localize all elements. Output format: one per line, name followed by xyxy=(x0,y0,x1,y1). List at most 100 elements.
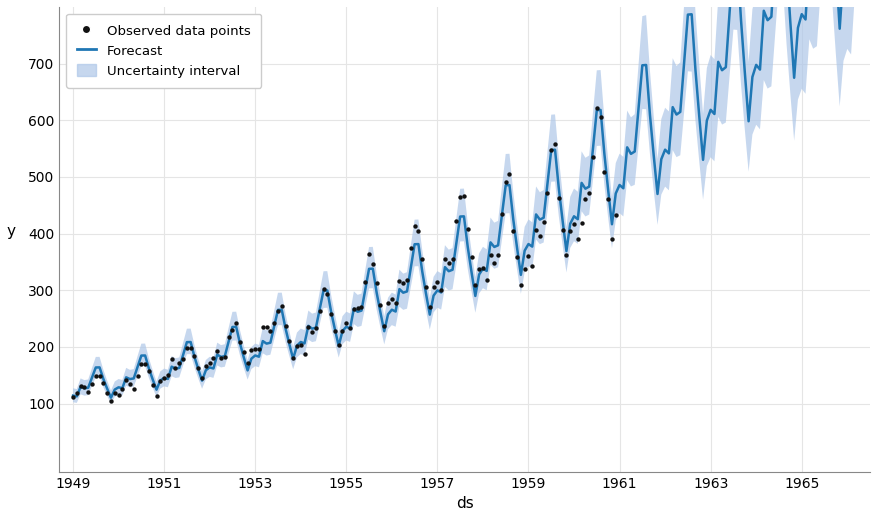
Point xyxy=(286,354,300,363)
Point xyxy=(183,343,197,352)
Point xyxy=(275,302,289,310)
Point xyxy=(385,295,399,304)
Point xyxy=(537,218,551,226)
Point xyxy=(389,299,403,308)
Point xyxy=(483,251,497,260)
Point xyxy=(82,387,96,396)
Point xyxy=(499,178,513,186)
Point xyxy=(574,219,588,227)
Point xyxy=(488,259,502,267)
Point xyxy=(317,285,331,293)
Point xyxy=(381,298,395,307)
Point xyxy=(571,235,585,243)
Point xyxy=(191,364,205,372)
Point xyxy=(339,319,353,327)
Point xyxy=(495,210,509,218)
Point xyxy=(332,341,346,350)
Point xyxy=(522,252,536,261)
X-axis label: ds: ds xyxy=(456,496,474,511)
Point xyxy=(460,225,474,233)
Point xyxy=(601,195,615,203)
Point xyxy=(309,324,323,332)
Point xyxy=(195,373,209,382)
Point xyxy=(225,326,239,334)
Point xyxy=(157,374,171,382)
Point xyxy=(165,355,179,364)
Point xyxy=(442,259,456,267)
Point xyxy=(594,113,608,121)
Point xyxy=(556,225,570,234)
Point xyxy=(282,337,296,345)
Point xyxy=(237,348,251,356)
Point xyxy=(419,283,433,291)
Point xyxy=(374,301,388,309)
Point xyxy=(343,324,357,333)
Point xyxy=(305,327,319,336)
Point xyxy=(134,360,148,368)
Point xyxy=(116,385,130,393)
Point xyxy=(369,279,383,287)
Point xyxy=(297,350,311,358)
Point xyxy=(328,326,342,335)
Point xyxy=(525,262,539,270)
Point xyxy=(336,326,350,335)
Point xyxy=(77,383,91,391)
Point xyxy=(423,303,437,311)
Point xyxy=(597,168,611,177)
Point xyxy=(411,227,425,235)
Point xyxy=(108,390,122,398)
Point xyxy=(222,333,236,341)
Point xyxy=(377,322,391,330)
Point xyxy=(609,211,623,220)
Point xyxy=(347,305,361,313)
Point xyxy=(415,255,429,263)
Point xyxy=(354,303,368,311)
Point xyxy=(358,278,372,286)
Point xyxy=(480,276,494,284)
Point xyxy=(408,222,422,231)
Point xyxy=(66,393,80,401)
Point xyxy=(203,359,217,368)
Point xyxy=(188,352,202,360)
Point xyxy=(131,372,145,380)
Point xyxy=(111,391,125,399)
Point xyxy=(545,146,559,154)
Point xyxy=(510,253,524,261)
Point xyxy=(290,342,304,351)
Point xyxy=(217,352,232,361)
Point xyxy=(503,170,517,178)
Point xyxy=(93,372,107,381)
Point xyxy=(431,278,445,286)
Point xyxy=(533,232,547,240)
Point xyxy=(465,253,479,261)
Point xyxy=(245,346,259,354)
Point xyxy=(89,372,103,381)
Point xyxy=(366,260,380,268)
Point xyxy=(313,307,327,315)
Point xyxy=(100,388,114,397)
Point xyxy=(472,265,486,274)
Point xyxy=(146,381,160,389)
Point xyxy=(548,139,562,148)
Point xyxy=(119,376,133,384)
Point xyxy=(74,381,88,390)
Point xyxy=(457,192,471,200)
Point xyxy=(605,235,619,243)
Point xyxy=(563,227,577,235)
Point xyxy=(180,343,194,352)
Point xyxy=(85,380,99,388)
Point xyxy=(586,153,600,161)
Point xyxy=(396,279,410,287)
Point xyxy=(540,189,554,197)
Point xyxy=(260,323,274,332)
Point xyxy=(176,355,190,364)
Point xyxy=(468,280,482,289)
Point xyxy=(589,104,603,112)
Point xyxy=(403,244,417,252)
Point xyxy=(392,277,406,285)
Point xyxy=(172,358,186,367)
Point xyxy=(438,254,452,263)
Y-axis label: y: y xyxy=(7,224,16,239)
Point xyxy=(453,193,467,201)
Point xyxy=(96,379,111,387)
